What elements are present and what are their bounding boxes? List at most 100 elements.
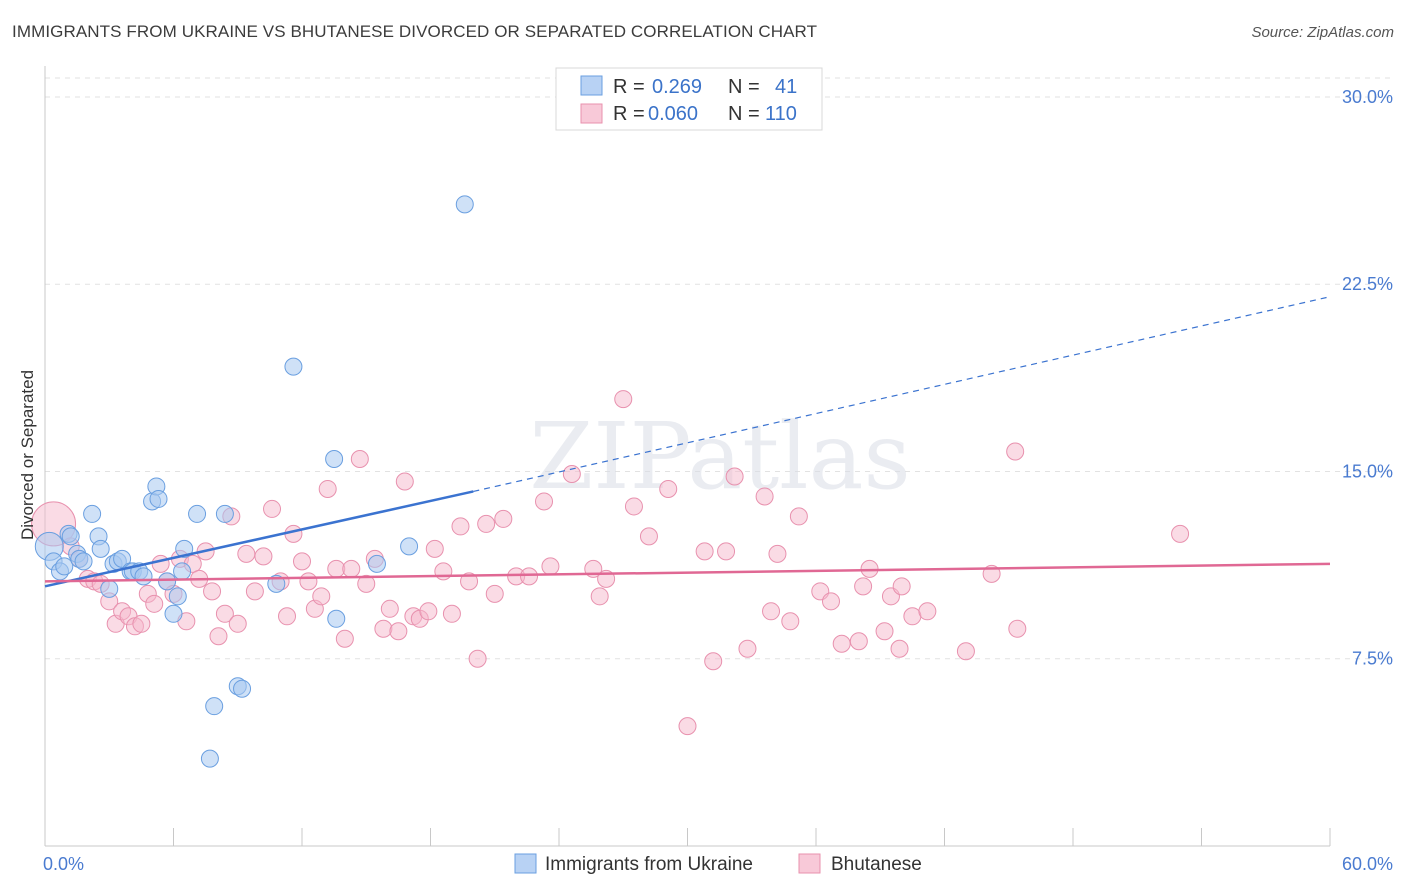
legend-r-label-1: R = xyxy=(613,76,645,98)
point-bhutanese-90 xyxy=(875,622,894,641)
point-ukraine-36 xyxy=(325,450,344,468)
legend-r-value-1: 0.269 xyxy=(652,76,702,98)
y-tick-label-2: 22.5% xyxy=(1342,274,1393,294)
trend-line-ukraine-extension xyxy=(473,296,1331,493)
point-bhutanese-27 xyxy=(237,544,256,563)
point-bhutanese-26 xyxy=(228,614,247,633)
point-bhutanese-71 xyxy=(639,527,658,546)
point-ukraine-19 xyxy=(134,567,153,586)
point-bhutanese-53 xyxy=(434,562,453,581)
point-bhutanese-48 xyxy=(395,472,414,491)
point-bhutanese-76 xyxy=(717,542,736,561)
point-bhutanese-13 xyxy=(145,594,164,613)
point-bhutanese-83 xyxy=(789,507,808,526)
point-ukraine-3 xyxy=(55,557,74,576)
point-bhutanese-75 xyxy=(704,652,723,671)
point-bhutanese-80 xyxy=(762,602,781,621)
point-bhutanese-47 xyxy=(389,622,408,641)
point-ukraine-37 xyxy=(327,609,346,628)
point-bhutanese-59 xyxy=(485,584,504,603)
legend: R = 0.269 N = 41 R = 0.060 N = 110 xyxy=(555,67,823,131)
legend-n-value-2: 110 xyxy=(765,103,797,125)
point-bhutanese-14 xyxy=(151,554,170,573)
point-ukraine-31 xyxy=(215,504,234,523)
point-bhutanese-42 xyxy=(350,450,369,468)
point-ukraine-35 xyxy=(284,357,303,376)
bottom-legend-swatch-ukraine xyxy=(514,853,537,874)
point-bhutanese-95 xyxy=(918,602,937,621)
chart-title: IMMIGRANTS FROM UKRAINE VS BHUTANESE DIV… xyxy=(12,22,818,41)
point-bhutanese-22 xyxy=(203,582,222,601)
point-ukraine-34 xyxy=(267,574,286,593)
point-bhutanese-100 xyxy=(1171,524,1190,543)
point-bhutanese-79 xyxy=(755,487,774,506)
point-bhutanese-67 xyxy=(590,587,609,606)
legend-n-value-1: 41 xyxy=(775,76,797,98)
point-bhutanese-57 xyxy=(468,649,487,668)
point-bhutanese-35 xyxy=(299,572,318,591)
point-ukraine-22 xyxy=(149,489,168,508)
point-bhutanese-51 xyxy=(419,602,438,621)
point-ukraine-9 xyxy=(83,504,102,523)
point-ukraine-28 xyxy=(188,504,207,523)
point-bhutanese-52 xyxy=(425,539,444,558)
y-tick-label-0: 7.5% xyxy=(1352,649,1393,669)
point-bhutanese-32 xyxy=(278,607,297,626)
point-bhutanese-23 xyxy=(209,627,228,646)
point-ukraine-40 xyxy=(455,195,474,214)
point-bhutanese-46 xyxy=(380,599,399,618)
point-bhutanese-96 xyxy=(956,642,975,661)
legend-n-label-2: N = xyxy=(728,103,760,125)
point-ukraine-23 xyxy=(158,572,177,591)
point-bhutanese-85 xyxy=(821,592,840,611)
y-tick-label-1: 15.0% xyxy=(1342,461,1393,481)
point-bhutanese-58 xyxy=(477,514,496,533)
legend-r-label-2: R = xyxy=(613,103,645,125)
point-ukraine-38 xyxy=(367,554,386,573)
point-bhutanese-94 xyxy=(903,607,922,626)
point-bhutanese-73 xyxy=(678,717,697,736)
y-axis-label: Divorced or Separated xyxy=(18,370,37,540)
y-tick-labels: 7.5% 15.0% 22.5% 30.0% xyxy=(1342,87,1393,669)
watermark: ZIPatlas xyxy=(529,403,910,510)
point-bhutanese-62 xyxy=(520,567,539,586)
trend-line-bhutanese xyxy=(44,562,1331,583)
bottom-legend-label-ukraine: Immigrants from Ukraine xyxy=(545,854,753,875)
point-bhutanese-92 xyxy=(890,639,909,658)
bottom-legend-swatch-bhutanese xyxy=(798,853,821,874)
point-ukraine-8 xyxy=(74,552,93,571)
point-bhutanese-55 xyxy=(451,517,470,536)
point-ukraine-29 xyxy=(200,749,219,768)
point-bhutanese-41 xyxy=(342,559,361,578)
point-ukraine-27 xyxy=(175,539,194,558)
point-bhutanese-45 xyxy=(374,619,393,638)
point-bhutanese-98 xyxy=(1006,442,1025,461)
bottom-legend-label-bhutanese: Bhutanese xyxy=(831,854,922,875)
point-bhutanese-64 xyxy=(541,557,560,576)
point-bhutanese-69 xyxy=(614,390,633,409)
point-bhutanese-28 xyxy=(245,582,264,601)
point-bhutanese-93 xyxy=(892,577,911,596)
point-ukraine-30 xyxy=(205,697,224,716)
point-bhutanese-74 xyxy=(695,542,714,561)
point-bhutanese-88 xyxy=(854,577,873,596)
point-bhutanese-38 xyxy=(318,479,337,498)
point-bhutanese-77 xyxy=(725,467,744,486)
point-bhutanese-81 xyxy=(768,544,787,563)
point-ukraine-39 xyxy=(400,537,419,556)
axes xyxy=(44,66,1331,847)
legend-n-label-1: N = xyxy=(728,76,760,98)
legend-swatch-bhutanese xyxy=(580,103,603,124)
bottom-legend: Immigrants from Ukraine Bhutanese xyxy=(514,853,922,875)
point-ukraine-11 xyxy=(91,539,110,558)
point-bhutanese-54 xyxy=(442,604,461,623)
point-bhutanese-34 xyxy=(293,552,311,571)
point-bhutanese-24 xyxy=(215,604,234,623)
point-bhutanese-39 xyxy=(327,559,346,578)
point-ukraine-12 xyxy=(100,579,119,598)
x-tick-label-1: 60.0% xyxy=(1342,854,1393,874)
point-bhutanese-43 xyxy=(357,574,376,593)
point-ukraine-5 xyxy=(61,527,80,546)
point-bhutanese-63 xyxy=(535,492,554,511)
source-note: Source: ZipAtlas.com xyxy=(1251,24,1394,41)
